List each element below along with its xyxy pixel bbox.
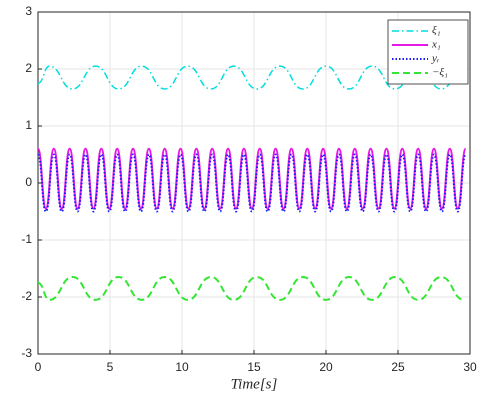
y-tick-label: 2 — [25, 61, 32, 75]
y-tick-label: -3 — [21, 346, 32, 360]
x-tick-label: 15 — [247, 360, 261, 374]
axes-box — [37, 11, 471, 355]
y-tick-label: -1 — [21, 232, 32, 246]
x-tick-label: 25 — [391, 360, 405, 374]
x-axis-label: Time[s] — [231, 376, 278, 392]
y-tick-label: 1 — [25, 118, 32, 132]
x-tick-label: 10 — [175, 360, 189, 374]
legend-label: ξ₁ — [432, 25, 441, 37]
legend-label: yᵣ — [431, 53, 440, 65]
series-line — [37, 147, 467, 210]
y-tick-label: 3 — [25, 4, 32, 18]
y-tick-label: 0 — [25, 175, 32, 189]
x-tick-label: 5 — [107, 360, 114, 374]
series-line — [37, 65, 465, 90]
x-tick-label: 20 — [319, 360, 333, 374]
y-tick-label: -2 — [21, 289, 32, 303]
x-tick-label: 0 — [35, 360, 42, 374]
series-line — [37, 276, 465, 301]
legend-label: x₁ — [431, 39, 441, 51]
legend-label: −ξ₁ — [432, 67, 448, 79]
legend-box — [387, 19, 469, 85]
x-tick-label: 30 — [463, 360, 477, 374]
series-line — [37, 153, 467, 213]
